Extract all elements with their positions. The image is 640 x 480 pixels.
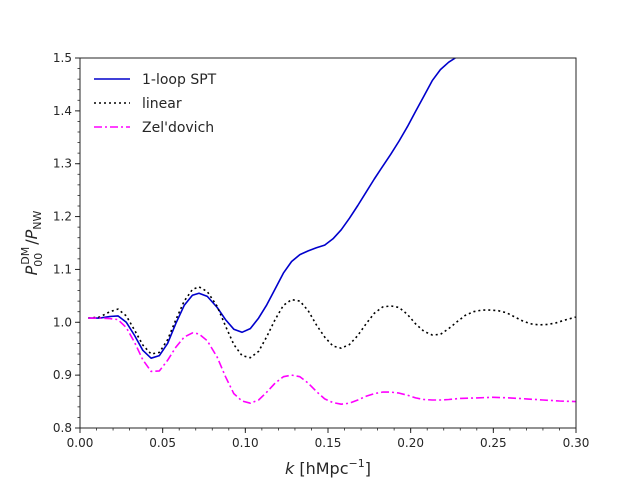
x-axis-label-exponent: −1 [349,457,365,470]
x-axis-label-post: ] [365,459,371,478]
y-tick-label: 0.8 [53,421,72,435]
x-axis-label: k [hMpc−1] [285,457,371,478]
y-axis-label-slash: / [22,239,41,245]
x-tick-label: 0.20 [397,436,424,450]
x-tick-label: 0.10 [232,436,259,450]
x-tick-label: 0.30 [563,436,590,450]
series-line-1 [88,286,576,359]
x-tick-label: 0.25 [480,436,507,450]
y-tick-label: 1.5 [53,51,72,65]
y-tick-label: 1.3 [53,157,72,171]
legend-label-2: Zel'dovich [142,120,214,136]
y-axis-label-p: P [22,265,41,275]
series-line-0 [88,58,456,360]
y-axis-label: PDM00/PNW [19,210,45,275]
series-line-2 [88,317,576,406]
y-axis-label-sup: DM [19,247,32,265]
y-tick-label: 1.2 [53,210,72,224]
y-axis-label-sub: 00 [32,253,45,267]
x-axis-label-unit: hMpc [306,459,349,478]
y-tick-label: 1.1 [53,262,72,276]
y-tick-label: 1.0 [53,315,72,329]
x-tick-label: 0.00 [67,436,94,450]
y-axis-label-pnw: P [22,229,41,239]
ticks-layer: 0.00 0.05 0.10 0.15 0.20 0.25 0.30 0.8 0.9 1.0 1.1… [53,51,589,450]
y-tick-label: 0.9 [53,368,72,382]
legend-label-0: 1-loop SPT [142,72,217,88]
x-axis-label-k: k [285,459,295,478]
y-axis-label-nw: NW [31,210,44,229]
y-tick-label: 1.4 [53,104,72,118]
svg-text:PDM00/PNW: PDM00/PNW [19,210,45,275]
series-layer [88,58,576,406]
x-axis-label-pre: [ [294,459,305,478]
legend-label-1: linear [142,96,182,112]
x-tick-label: 0.05 [149,436,176,450]
legend: 1-loop SPT linear Zel'dovich [94,72,217,136]
x-tick-label: 0.15 [315,436,342,450]
